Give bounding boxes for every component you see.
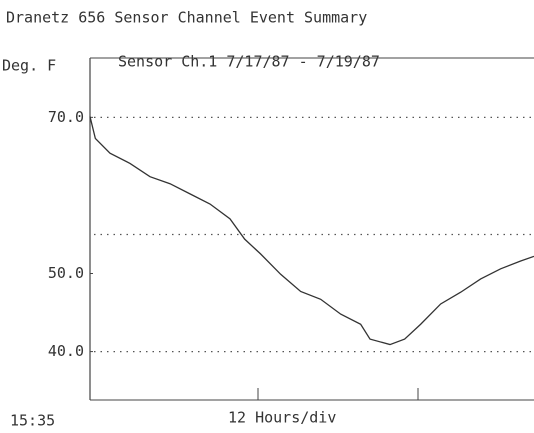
y-axis-label: Deg. F bbox=[2, 57, 56, 75]
y-tick-label: 70.0 bbox=[48, 108, 84, 126]
y-tick-label: 40.0 bbox=[48, 342, 84, 360]
x-axis-label: 12 Hours/div bbox=[228, 409, 336, 427]
y-tick-label: 50.0 bbox=[48, 264, 84, 282]
x-start-label: 15:35 bbox=[10, 412, 55, 430]
chart-title: Dranetz 656 Sensor Channel Event Summary bbox=[6, 9, 367, 27]
chart-subtitle: Sensor Ch.1 7/17/87 - 7/19/87 bbox=[118, 53, 380, 71]
data-line bbox=[89, 116, 534, 346]
